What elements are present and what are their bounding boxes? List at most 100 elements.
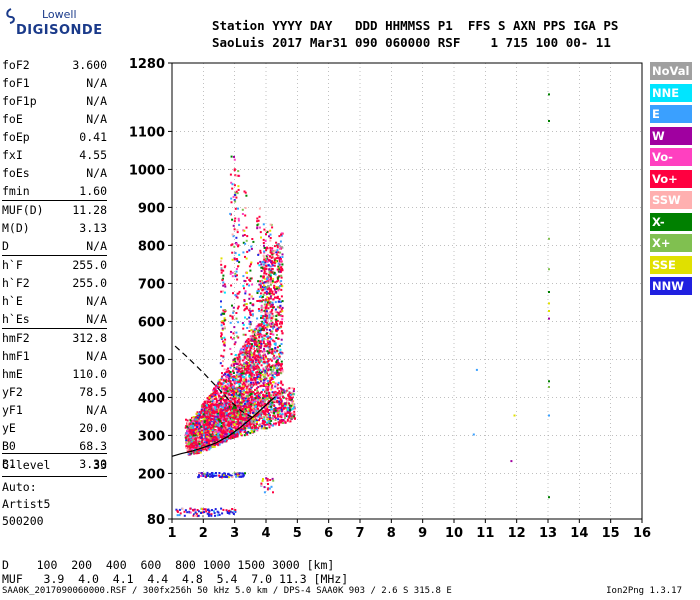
echo-point bbox=[266, 257, 269, 260]
echo-point bbox=[219, 434, 222, 437]
echo-point bbox=[254, 399, 257, 402]
echo-point bbox=[281, 332, 284, 335]
echo-point bbox=[256, 350, 259, 353]
echo-point bbox=[189, 426, 192, 429]
echo-point bbox=[262, 388, 265, 391]
echo-point bbox=[223, 266, 226, 269]
echo-point bbox=[275, 361, 278, 364]
param-label: h`F2 bbox=[2, 276, 30, 290]
echo-point bbox=[233, 336, 236, 339]
echo-point bbox=[272, 368, 275, 371]
echo-point bbox=[273, 366, 276, 369]
echo-point bbox=[277, 411, 280, 414]
echo-point bbox=[244, 370, 247, 373]
param-row: h`F 255.0 bbox=[2, 258, 107, 274]
echo-point bbox=[246, 354, 249, 357]
echo-point bbox=[222, 408, 225, 411]
echo-point bbox=[245, 391, 248, 394]
echo-point bbox=[202, 438, 205, 441]
echo-point bbox=[197, 415, 199, 418]
echo-point bbox=[261, 422, 264, 425]
echo-point bbox=[262, 361, 265, 364]
echo-point bbox=[207, 411, 210, 414]
echo-point bbox=[247, 357, 250, 360]
echo-point bbox=[248, 357, 251, 360]
echo-point bbox=[246, 307, 248, 310]
echo-point bbox=[257, 373, 260, 376]
echo-point bbox=[242, 405, 245, 408]
echo-point bbox=[262, 306, 264, 309]
echo-point bbox=[215, 429, 218, 432]
echo-point bbox=[245, 376, 248, 379]
echo-point bbox=[234, 174, 237, 177]
echo-point bbox=[273, 416, 276, 419]
echo-point bbox=[269, 416, 271, 419]
echo-point bbox=[274, 273, 277, 276]
echo-point bbox=[239, 412, 242, 415]
echo-point bbox=[236, 381, 239, 384]
echo-point bbox=[277, 289, 280, 292]
echo-point bbox=[269, 246, 272, 249]
echo-point bbox=[250, 384, 253, 387]
echo-point bbox=[233, 364, 235, 367]
echo-point bbox=[194, 451, 197, 454]
echo-point bbox=[249, 335, 252, 338]
echo-point bbox=[270, 417, 273, 420]
echo-point bbox=[230, 336, 232, 339]
echo-point bbox=[264, 321, 267, 323]
echo-point bbox=[264, 288, 267, 291]
echo-point bbox=[262, 367, 265, 370]
echo-point bbox=[254, 393, 256, 395]
echo-point bbox=[261, 397, 264, 400]
echo-point bbox=[234, 200, 237, 203]
echo-point bbox=[279, 285, 282, 287]
echo-point bbox=[276, 369, 279, 372]
echo-point bbox=[185, 445, 188, 447]
echo-point bbox=[281, 383, 284, 386]
echo-point bbox=[275, 422, 277, 425]
echo-point bbox=[201, 428, 204, 430]
echo-point bbox=[275, 320, 277, 323]
echo-point bbox=[255, 425, 258, 428]
echo-point bbox=[272, 323, 275, 325]
echo-point bbox=[272, 399, 275, 402]
echo-point bbox=[225, 412, 228, 414]
echo-point bbox=[239, 422, 242, 425]
echo-point bbox=[189, 436, 192, 439]
echo-point bbox=[208, 404, 211, 407]
echo-point bbox=[277, 279, 280, 282]
echo-point bbox=[258, 264, 261, 267]
echo-point bbox=[209, 401, 211, 403]
echo-point bbox=[228, 377, 231, 380]
echo-point bbox=[221, 405, 224, 408]
echo-point bbox=[210, 435, 213, 438]
echo-point bbox=[257, 359, 260, 362]
echo-point bbox=[259, 292, 262, 295]
echo-point bbox=[252, 240, 255, 243]
echo-point bbox=[184, 433, 187, 436]
echo-point bbox=[278, 353, 281, 356]
echo-point bbox=[206, 433, 209, 436]
echo-point bbox=[220, 425, 223, 428]
echo-point bbox=[225, 402, 228, 405]
echo-point bbox=[245, 380, 248, 383]
echo-point bbox=[265, 305, 268, 308]
echo-point bbox=[237, 358, 240, 361]
echo-point bbox=[216, 442, 219, 445]
echo-point bbox=[222, 406, 225, 409]
echo-point bbox=[236, 307, 239, 310]
echo-point bbox=[209, 446, 212, 449]
echo-point bbox=[235, 386, 238, 389]
echo-point bbox=[189, 443, 192, 446]
echo-point bbox=[221, 397, 224, 400]
echo-point bbox=[232, 310, 235, 313]
echo-point bbox=[231, 338, 234, 341]
param-label: h`F bbox=[2, 258, 23, 272]
echo-point bbox=[210, 422, 213, 425]
echo-point bbox=[210, 405, 213, 408]
echo-point bbox=[251, 361, 254, 364]
echo-point bbox=[193, 437, 196, 440]
echo-point bbox=[276, 297, 279, 299]
echo-point bbox=[248, 337, 251, 340]
echo-point bbox=[237, 174, 240, 177]
